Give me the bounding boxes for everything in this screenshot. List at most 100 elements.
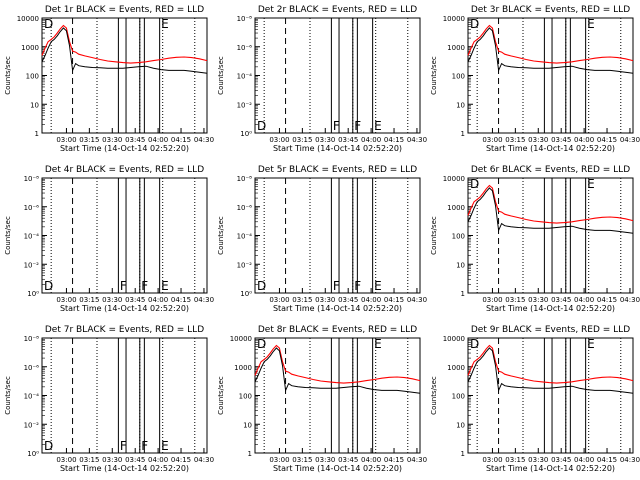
y-tick-label: 10⁻⁴ [24, 393, 40, 401]
events-series-line [41, 27, 208, 74]
y-tick-label: 10⁻⁴ [237, 233, 253, 241]
marker-letter: F [333, 119, 340, 133]
x-tick-label: 04:30 [194, 136, 214, 144]
x-axis-label: Start Time (14-Oct-14 02:52:20) [60, 304, 189, 313]
x-tick-label: 04:30 [194, 456, 214, 464]
x-axis-label: Start Time (14-Oct-14 02:52:20) [273, 144, 402, 153]
x-axis-label: Start Time (14-Oct-14 02:52:20) [273, 464, 402, 473]
marker-letter: E [161, 439, 169, 453]
x-tick-label: 04:00 [148, 296, 168, 304]
y-tick-label: 1 [248, 450, 252, 458]
x-tick-label: 03:30 [102, 456, 122, 464]
x-tick-label: 04:30 [620, 296, 640, 304]
x-tick-label: 04:00 [574, 136, 594, 144]
lld-series-line [467, 24, 634, 64]
plot-frame [254, 177, 421, 294]
panel-title: Det 5r BLACK = Events, RED = LLD [258, 165, 417, 175]
marker-letter: F [120, 439, 127, 453]
x-tick-label: 03:45 [338, 296, 358, 304]
marker-letter: F [333, 279, 340, 293]
plot-frame [41, 337, 208, 454]
x-tick-label: 03:30 [102, 136, 122, 144]
x-tick-label: 04:15 [384, 296, 404, 304]
y-tick-label: 1000 [447, 204, 465, 212]
x-tick-label: 04:00 [574, 296, 594, 304]
y-tick-label: 1000 [234, 364, 252, 372]
y-axis-label: Counts/sec [4, 376, 12, 415]
x-tick-label: 04:15 [597, 136, 617, 144]
panel-title: Det 3r BLACK = Events, RED = LLD [471, 5, 630, 15]
x-tick-label: 03:30 [102, 296, 122, 304]
y-tick-label: 10⁻⁴ [24, 233, 40, 241]
y-tick-label: 1 [461, 450, 465, 458]
x-tick-label: 03:00 [482, 456, 502, 464]
y-tick-label: 10⁻⁶ [237, 204, 253, 212]
x-tick-label: 04:00 [361, 136, 381, 144]
plot-frame [467, 177, 634, 294]
x-tick-label: 03:30 [315, 136, 335, 144]
plot-frame [41, 177, 208, 294]
x-tick-label: 03:45 [125, 296, 145, 304]
panel-title: Det 6r BLACK = Events, RED = LLD [471, 165, 630, 175]
x-tick-label: 04:30 [620, 136, 640, 144]
x-tick-label: 03:15 [79, 456, 99, 464]
plot-frame [254, 337, 421, 454]
y-tick-label: 100 [26, 73, 39, 81]
y-tick-label: 10⁻² [237, 261, 253, 269]
lld-series-line [254, 344, 421, 384]
x-axis-label: Start Time (14-Oct-14 02:52:20) [486, 464, 615, 473]
panel-det-3: Det 3r BLACK = Events, RED = LLD 1 10 100 10… [430, 5, 640, 153]
x-tick-label: 04:15 [384, 136, 404, 144]
panel-title: Det 1r BLACK = Events, RED = LLD [45, 5, 204, 15]
x-tick-label: 03:15 [292, 296, 312, 304]
panel-title: Det 2r BLACK = Events, RED = LLD [258, 5, 417, 15]
y-tick-label: 10⁻² [24, 421, 40, 429]
marker-letter: F [141, 279, 148, 293]
panel-title: Det 9r BLACK = Events, RED = LLD [471, 325, 630, 335]
x-tick-label: 03:30 [315, 456, 335, 464]
x-tick-label: 03:15 [79, 296, 99, 304]
marker-letter: D [44, 17, 53, 31]
panel-det-5: Det 5r BLACK = Events, RED = LLD 10⁰ 10⁻² 1… [217, 165, 427, 313]
x-tick-label: 04:15 [384, 456, 404, 464]
x-tick-label: 04:15 [597, 296, 617, 304]
marker-letter: F [141, 439, 148, 453]
x-tick-label: 03:15 [505, 136, 525, 144]
x-tick-label: 03:45 [551, 136, 571, 144]
marker-letter: F [354, 119, 361, 133]
x-tick-label: 04:15 [597, 456, 617, 464]
x-tick-label: 04:00 [574, 456, 594, 464]
x-tick-label: 03:30 [528, 136, 548, 144]
x-tick-label: 04:00 [148, 136, 168, 144]
y-tick-label: 10000 [443, 175, 465, 183]
x-tick-label: 03:00 [482, 296, 502, 304]
panel-det-7: Det 7r BLACK = Events, RED = LLD 10⁰ 10⁻² 1… [4, 325, 214, 473]
x-axis-label: Start Time (14-Oct-14 02:52:20) [273, 304, 402, 313]
marker-letter: D [470, 17, 479, 31]
y-tick-label: 10⁻⁸ [237, 15, 253, 23]
plot-frame [467, 337, 634, 454]
panel-det-1: Det 1r BLACK = Events, RED = LLD 1 10 100 10… [4, 5, 214, 153]
x-tick-label: 03:15 [292, 456, 312, 464]
y-tick-label: 100 [452, 233, 465, 241]
y-tick-label: 10⁻⁸ [24, 175, 40, 183]
y-tick-label: 10 [456, 261, 465, 269]
y-tick-label: 10⁰ [27, 450, 39, 458]
marker-letter: D [257, 279, 266, 293]
x-tick-label: 04:00 [361, 456, 381, 464]
panel-title: Det 4r BLACK = Events, RED = LLD [45, 165, 204, 175]
plot-frame [254, 17, 421, 134]
x-tick-label: 04:30 [407, 136, 427, 144]
x-axis-label: Start Time (14-Oct-14 02:52:20) [60, 144, 189, 153]
x-tick-label: 04:00 [361, 296, 381, 304]
lld-series-line [467, 184, 634, 224]
y-tick-label: 1 [461, 130, 465, 138]
y-tick-label: 1000 [447, 364, 465, 372]
y-tick-label: 10000 [443, 335, 465, 343]
marker-letter: D [470, 337, 479, 351]
y-tick-label: 10000 [17, 15, 39, 23]
panel-det-6: Det 6r BLACK = Events, RED = LLD 1 10 100 10… [430, 165, 640, 313]
x-tick-label: 04:30 [407, 296, 427, 304]
y-axis-label: Counts/sec [430, 376, 438, 415]
y-tick-label: 1000 [447, 44, 465, 52]
